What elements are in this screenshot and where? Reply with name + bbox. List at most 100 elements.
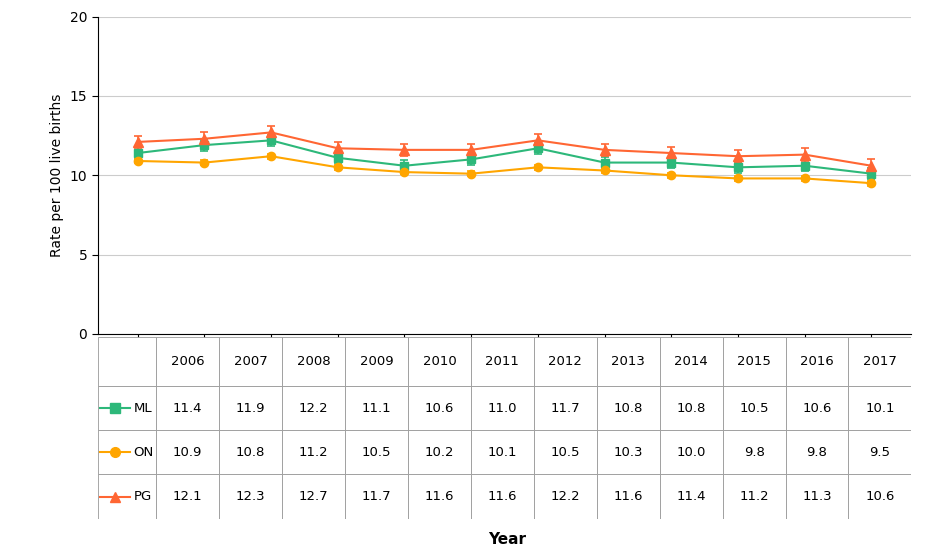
Bar [597, 474, 659, 519]
Bar [98, 337, 156, 386]
Text: 11.4: 11.4 [173, 401, 203, 415]
Text: 11.0: 11.0 [487, 401, 517, 415]
Bar [534, 386, 597, 430]
Text: 10.3: 10.3 [614, 446, 643, 459]
Bar [597, 386, 659, 430]
Bar [723, 386, 786, 430]
Text: 11.1: 11.1 [362, 401, 392, 415]
Text: 10.6: 10.6 [865, 490, 895, 503]
Text: 10.8: 10.8 [614, 401, 643, 415]
Text: 9.5: 9.5 [870, 446, 890, 459]
Text: 11.7: 11.7 [551, 401, 580, 415]
Text: 10.6: 10.6 [425, 401, 454, 415]
Text: 2009: 2009 [360, 355, 393, 368]
Y-axis label: Rate per 100 live births: Rate per 100 live births [50, 94, 64, 257]
Text: 10.5: 10.5 [739, 401, 769, 415]
Text: 10.2: 10.2 [425, 446, 454, 459]
Bar [471, 337, 534, 386]
Text: 12.2: 12.2 [551, 490, 580, 503]
Text: 10.1: 10.1 [487, 446, 517, 459]
Bar [345, 474, 408, 519]
Bar [156, 430, 219, 474]
Text: 11.7: 11.7 [362, 490, 392, 503]
Bar [848, 337, 911, 386]
Text: 11.3: 11.3 [803, 490, 831, 503]
Text: ON: ON [133, 446, 153, 459]
Bar [471, 430, 534, 474]
Bar [786, 474, 848, 519]
Text: 11.4: 11.4 [676, 490, 706, 503]
Bar [848, 386, 911, 430]
Bar [597, 337, 659, 386]
Text: 2007: 2007 [233, 355, 268, 368]
Bar [597, 430, 659, 474]
Text: ML: ML [134, 401, 153, 415]
Text: 11.2: 11.2 [299, 446, 328, 459]
Text: 11.9: 11.9 [236, 401, 265, 415]
Bar [408, 430, 471, 474]
Bar [659, 337, 723, 386]
Bar [98, 430, 156, 474]
Bar [723, 474, 786, 519]
Text: 10.8: 10.8 [676, 401, 706, 415]
Bar [156, 474, 219, 519]
Bar [219, 386, 282, 430]
Bar [659, 430, 723, 474]
Bar [282, 386, 345, 430]
Text: 10.6: 10.6 [803, 401, 831, 415]
Bar [282, 430, 345, 474]
Bar [723, 337, 786, 386]
Text: 10.8: 10.8 [236, 446, 265, 459]
Text: 11.2: 11.2 [739, 490, 769, 503]
Bar [282, 337, 345, 386]
Text: 2014: 2014 [674, 355, 708, 368]
Text: 2008: 2008 [297, 355, 330, 368]
Text: 2012: 2012 [549, 355, 582, 368]
Bar [345, 430, 408, 474]
Text: 2016: 2016 [800, 355, 834, 368]
Bar [345, 386, 408, 430]
Bar [786, 386, 848, 430]
Bar [534, 337, 597, 386]
Text: 2011: 2011 [485, 355, 519, 368]
Bar [471, 474, 534, 519]
Bar [98, 386, 156, 430]
Text: 11.6: 11.6 [614, 490, 643, 503]
Text: 9.8: 9.8 [744, 446, 764, 459]
Bar [848, 430, 911, 474]
Text: 10.5: 10.5 [551, 446, 580, 459]
Bar [282, 474, 345, 519]
Bar [408, 386, 471, 430]
Text: 2017: 2017 [863, 355, 897, 368]
Bar [219, 337, 282, 386]
Bar [534, 430, 597, 474]
Text: 10.1: 10.1 [865, 401, 895, 415]
Bar [659, 386, 723, 430]
Bar [345, 337, 408, 386]
Text: 12.3: 12.3 [236, 490, 265, 503]
Text: 2013: 2013 [611, 355, 645, 368]
Text: 11.6: 11.6 [425, 490, 454, 503]
Bar [98, 474, 156, 519]
Text: 11.6: 11.6 [487, 490, 517, 503]
Bar [786, 337, 848, 386]
Bar [848, 474, 911, 519]
Text: 12.1: 12.1 [173, 490, 203, 503]
Bar [786, 430, 848, 474]
Bar [534, 474, 597, 519]
Bar [659, 474, 723, 519]
Text: 2006: 2006 [171, 355, 205, 368]
Text: 10.9: 10.9 [173, 446, 203, 459]
Text: 2015: 2015 [737, 355, 771, 368]
Text: 10.5: 10.5 [362, 446, 392, 459]
Bar [408, 337, 471, 386]
Bar [471, 386, 534, 430]
Bar [219, 430, 282, 474]
Text: 12.2: 12.2 [299, 401, 328, 415]
Text: Year: Year [488, 532, 525, 546]
Bar [723, 430, 786, 474]
Bar [219, 474, 282, 519]
Text: 10.0: 10.0 [676, 446, 706, 459]
Text: 12.7: 12.7 [299, 490, 328, 503]
Text: 2010: 2010 [422, 355, 457, 368]
